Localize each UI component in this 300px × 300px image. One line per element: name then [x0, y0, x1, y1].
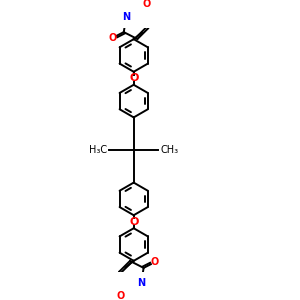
Text: O: O — [143, 0, 151, 9]
Text: O: O — [150, 257, 159, 267]
Text: O: O — [129, 217, 138, 227]
Text: O: O — [116, 291, 125, 300]
Text: O: O — [109, 33, 117, 43]
Text: N: N — [122, 12, 130, 22]
Text: O: O — [129, 73, 138, 83]
Text: N: N — [137, 278, 145, 288]
Text: H₃C: H₃C — [89, 145, 107, 155]
Text: CH₃: CH₃ — [160, 145, 179, 155]
